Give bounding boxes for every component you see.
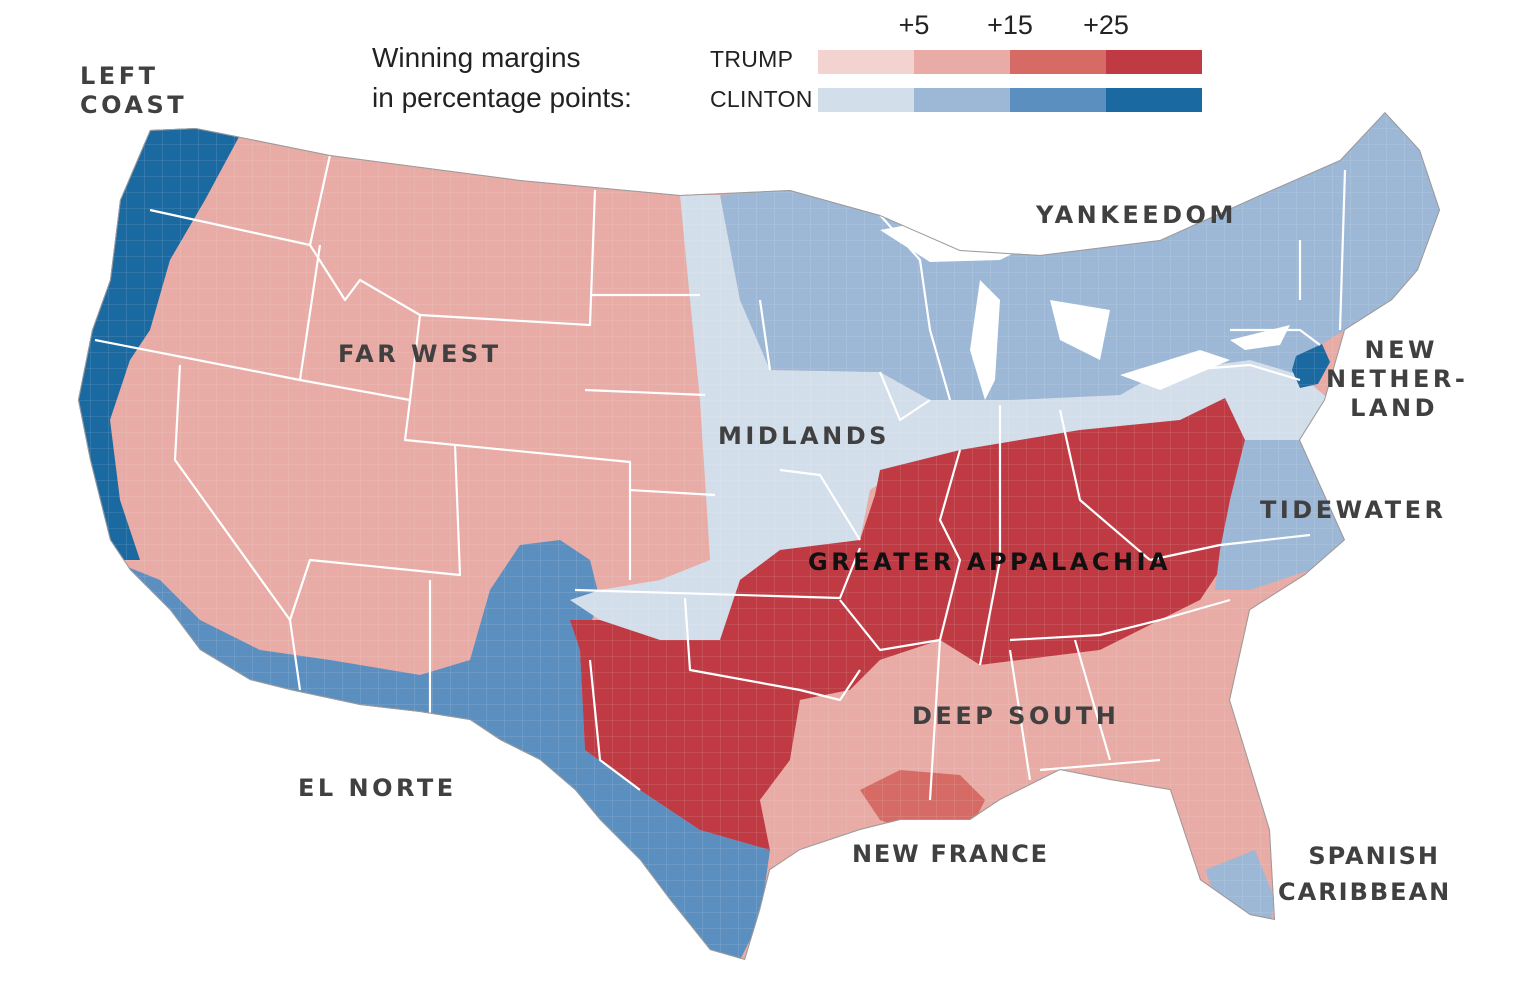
label-new-netherland-line-1: NEW	[1364, 336, 1438, 364]
coastline	[78, 112, 1440, 960]
label-spanish-caribbean-line-2: CARIBBEAN	[1278, 878, 1452, 906]
legend-trump-label: TRUMP	[710, 46, 794, 72]
legend-trump-swatch-2	[914, 50, 1010, 74]
label-new-netherland-line-3: LAND	[1350, 394, 1438, 422]
legend-tick-15: +15	[987, 10, 1033, 40]
legend-tick-25: +25	[1083, 10, 1129, 40]
label-new-netherland: NEW NETHER- LAND	[1326, 336, 1469, 423]
legend-title-line-2: in percentage points:	[372, 82, 632, 113]
legend-trump-swatch-3	[1010, 50, 1106, 74]
legend-trump-swatch-4	[1106, 50, 1202, 74]
legend-clinton-swatch-3	[1010, 88, 1106, 112]
legend-clinton-swatch-1	[818, 88, 914, 112]
label-new-france: NEW FRANCE	[852, 840, 1049, 868]
label-el-norte: EL NORTE	[298, 774, 457, 802]
legend-clinton-swatch-4	[1106, 88, 1202, 112]
label-spanish-caribbean: SPANISH CARIBBEAN	[1278, 838, 1452, 910]
label-left-coast-line-1: LEFT	[80, 62, 159, 90]
label-left-coast: LEFT COAST	[80, 62, 187, 120]
label-midlands: MIDLANDS	[718, 422, 890, 450]
legend-tick-5: +5	[898, 10, 930, 40]
legend-title: Winning margins in percentage points:	[372, 38, 632, 118]
label-left-coast-line-2: COAST	[80, 91, 188, 119]
label-far-west: FAR WEST	[338, 340, 502, 368]
legend-trump-swatches	[818, 50, 1202, 74]
label-spanish-caribbean-line-1: SPANISH	[1308, 842, 1440, 870]
label-deep-south: DEEP SOUTH	[912, 702, 1120, 730]
label-tidewater: TIDEWATER	[1260, 496, 1447, 524]
label-greater-appalachia: GREATER APPALACHIA	[808, 548, 1172, 576]
label-new-netherland-line-2: NETHER-	[1326, 365, 1469, 393]
legend-clinton-swatch-2	[914, 88, 1010, 112]
legend-clinton-swatches	[818, 88, 1202, 112]
legend-trump-swatch-1	[818, 50, 914, 74]
label-yankeedom: YANKEEDOM	[1036, 201, 1237, 229]
legend-title-line-1: Winning margins	[372, 42, 581, 73]
state-borders	[94, 154, 1347, 801]
legend-clinton-label: CLINTON	[710, 86, 813, 112]
